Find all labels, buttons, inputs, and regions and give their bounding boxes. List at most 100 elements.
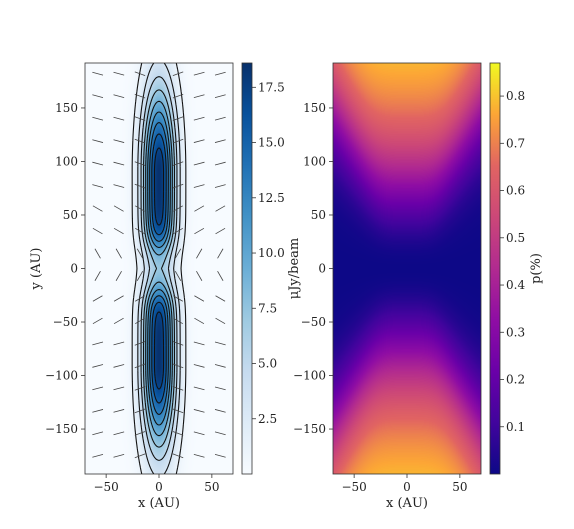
- polarization-vector: [214, 341, 226, 346]
- intensity-colorbar-tick-label: 12.5: [258, 191, 285, 205]
- polarization-vector: [134, 71, 146, 76]
- polarization-colorbar-tick-label: 0.6: [506, 184, 525, 198]
- polarization-vector: [173, 227, 183, 235]
- polarization-vector: [174, 248, 182, 259]
- polarization-vector: [135, 227, 145, 235]
- polarization-vector: [193, 341, 205, 346]
- polarization-vector: [196, 248, 203, 259]
- intensity-panel: −50 0 50 −150 −100 −50 0 50 100 150 x (AU) y (AU…: [29, 62, 302, 511]
- polarization-vector: [134, 93, 146, 99]
- polarization-vector: [92, 184, 104, 188]
- polarization-y-tick-label: −150: [293, 422, 326, 436]
- polarization-vector: [173, 295, 183, 302]
- polarization-y-axis: −150 −100 −50 0 50 100 150: [293, 101, 333, 436]
- polarization-vector: [193, 94, 205, 98]
- intensity-y-tick-label: −50: [53, 315, 78, 329]
- polarization-vector: [172, 341, 184, 346]
- contour-level-1: [131, 63, 187, 474]
- polarization-vector: [134, 431, 146, 436]
- polarization-vector: [113, 453, 125, 458]
- polarization-vector: [196, 271, 203, 281]
- polarization-vector: [113, 431, 125, 436]
- polarization-vector: [193, 409, 205, 413]
- polarization-vector: [113, 341, 125, 346]
- intensity-colorbar-tick-label: 17.5: [258, 80, 285, 94]
- polarization-vector: [92, 295, 103, 302]
- intensity-y-tick-label: 0: [70, 262, 78, 276]
- polarization-vector: [113, 295, 124, 302]
- intensity-x-tick-label: 50: [204, 480, 219, 494]
- polarization-vector: [92, 341, 104, 346]
- polarization-colorbar-tick-label: 0.1: [506, 420, 525, 434]
- polarization-vector: [113, 317, 124, 325]
- intensity-x-tick-label: 0: [155, 480, 163, 494]
- intensity-contours: [131, 63, 187, 474]
- polarization-vector: [172, 431, 184, 436]
- contour-level-7: [142, 89, 176, 448]
- polarization-vector: [113, 71, 125, 76]
- polarization-colorbar-tick-label: 0.5: [506, 231, 525, 245]
- polarization-x-tick-label: 50: [452, 480, 467, 494]
- polarization-x-axis: −50 0 50: [341, 474, 467, 494]
- polarization-vector: [172, 161, 184, 166]
- polarization-colorbar-tick-label: 0.4: [506, 278, 525, 292]
- intensity-y-label: y (AU): [29, 248, 44, 291]
- polarization-vector: [134, 161, 146, 166]
- polarization-y-tick-label: −50: [301, 315, 326, 329]
- polarization-vector: [214, 161, 226, 166]
- polarization-vector: [94, 271, 101, 281]
- polarization-vector: [134, 341, 146, 346]
- intensity-colorbar-ticks: 2.5 5.0 7.5 10.0 12.5 15.0 17.5: [252, 80, 285, 426]
- intensity-x-axis: −50 0 50: [93, 474, 219, 494]
- polarization-vector: [193, 116, 205, 121]
- polarization-vector: [113, 227, 124, 235]
- polarization-vector: [194, 317, 205, 325]
- contour-level-13: [149, 122, 169, 415]
- intensity-y-tick-label: 50: [63, 208, 78, 222]
- polarization-y-tick-label: 150: [303, 101, 326, 115]
- polarization-vector: [92, 116, 104, 121]
- polarization-vector: [92, 227, 103, 235]
- polarization-colorbar: [489, 62, 501, 475]
- polarization-vector: [215, 227, 226, 235]
- polarization-vector: [193, 161, 205, 166]
- polarization-vector: [113, 94, 125, 98]
- polarization-vector: [113, 139, 125, 143]
- polarization-vector: [92, 453, 104, 458]
- contour-level-3: [137, 63, 181, 474]
- polarization-vector: [92, 364, 104, 368]
- polarization-colorbar-tick-label: 0.3: [506, 325, 525, 339]
- polarization-vector: [92, 386, 104, 391]
- contour-level-15: [151, 133, 167, 404]
- polarization-vector: [92, 71, 104, 76]
- polarization-vector: [172, 116, 184, 121]
- intensity-colorbar: [241, 62, 253, 475]
- intensity-x-tick-label: −50: [93, 480, 118, 494]
- polarization-vector: [174, 271, 182, 281]
- polarization-vector: [172, 93, 184, 99]
- polarization-vector: [134, 408, 146, 414]
- polarization-y-tick-label: −100: [293, 369, 326, 383]
- polarization-vector: [172, 183, 184, 189]
- polarization-vector: [214, 431, 226, 436]
- polarization-vector: [217, 271, 224, 281]
- intensity-colorbar-tick-label: 7.5: [258, 301, 277, 315]
- polarization-vector: [113, 184, 125, 188]
- polarization-colorbar-tick-label: 0.2: [506, 373, 525, 387]
- polarization-vector: [134, 363, 146, 369]
- polarization-vectors: [92, 71, 226, 459]
- intensity-colorbar-label: μJy/beam: [287, 238, 302, 299]
- contour-level-17: [153, 147, 165, 390]
- polarization-vector: [113, 161, 125, 166]
- polarization-vector: [113, 386, 125, 391]
- polarization-x-tick-label: 0: [403, 480, 411, 494]
- polarization-vector: [172, 453, 184, 459]
- polarization-vector: [214, 409, 226, 413]
- polarization-vector: [193, 386, 205, 391]
- intensity-colorbar-tick-label: 15.0: [258, 136, 285, 150]
- polarization-vector: [193, 184, 205, 188]
- polarization-vector: [92, 161, 104, 166]
- polarization-vector: [193, 431, 205, 436]
- polarization-y-tick-label: 100: [303, 154, 326, 168]
